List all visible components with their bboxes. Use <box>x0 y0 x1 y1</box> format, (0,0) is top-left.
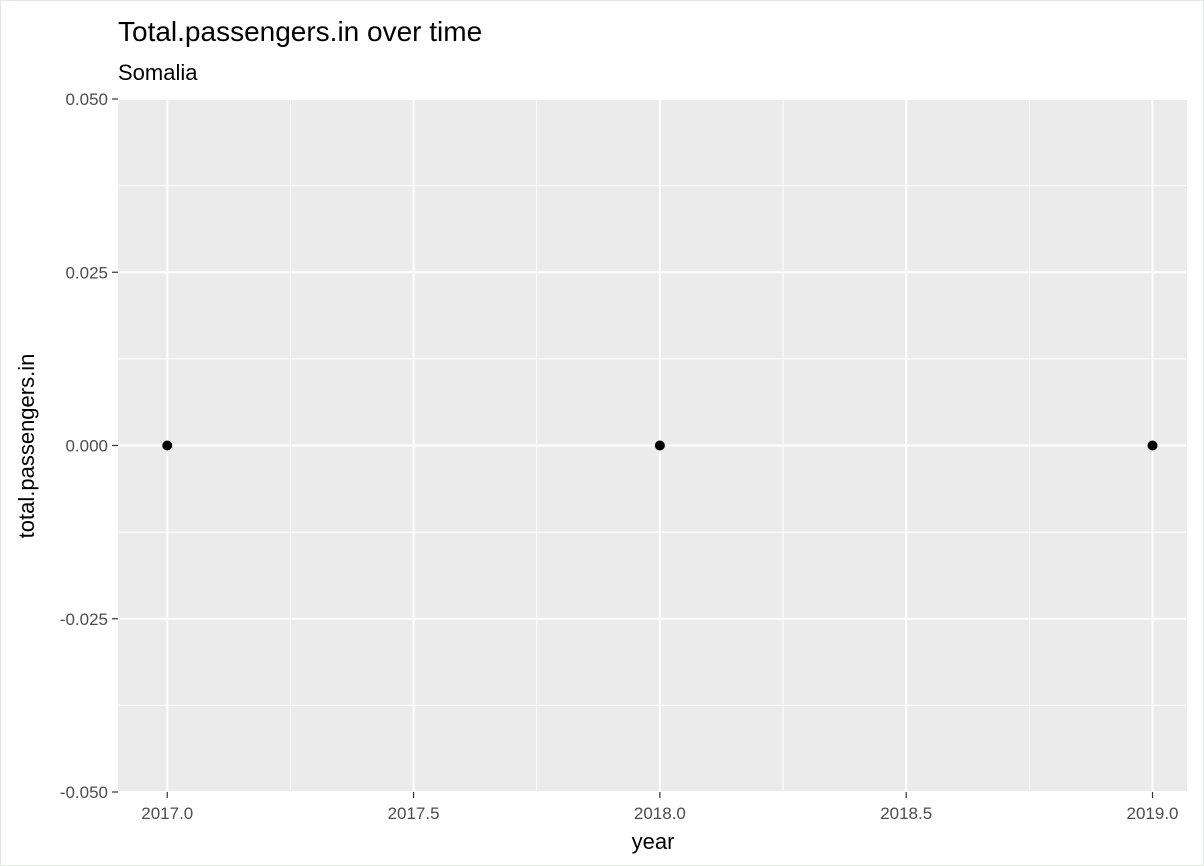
y-tick-label: -0.025 <box>60 610 108 629</box>
x-axis-title: year <box>632 829 675 854</box>
x-tick-label: 2018.0 <box>634 804 686 823</box>
y-tick-label: -0.050 <box>60 783 108 802</box>
x-tick-label: 2017.0 <box>141 804 193 823</box>
data-point <box>162 440 173 451</box>
data-point <box>1147 440 1158 451</box>
y-tick-label: 0.000 <box>65 437 108 456</box>
chart-subtitle: Somalia <box>118 60 198 85</box>
data-point <box>654 440 665 451</box>
major-grid <box>118 98 1187 793</box>
x-tick-label: 2019.0 <box>1127 804 1179 823</box>
x-tick-label: 2017.5 <box>388 804 440 823</box>
y-tick-label: 0.050 <box>65 90 108 109</box>
y-axis: -0.050 -0.025 0.000 0.025 0.050 <box>60 90 118 802</box>
chart-title: Total.passengers.in over time <box>118 16 482 47</box>
data-points <box>162 440 1158 451</box>
x-tick-label: 2018.5 <box>880 804 932 823</box>
y-tick-label: 0.025 <box>65 263 108 282</box>
y-axis-title: total.passengers.in <box>14 354 39 539</box>
x-axis: 2017.0 2017.5 2018.0 2018.5 2019.0 <box>141 792 1179 823</box>
